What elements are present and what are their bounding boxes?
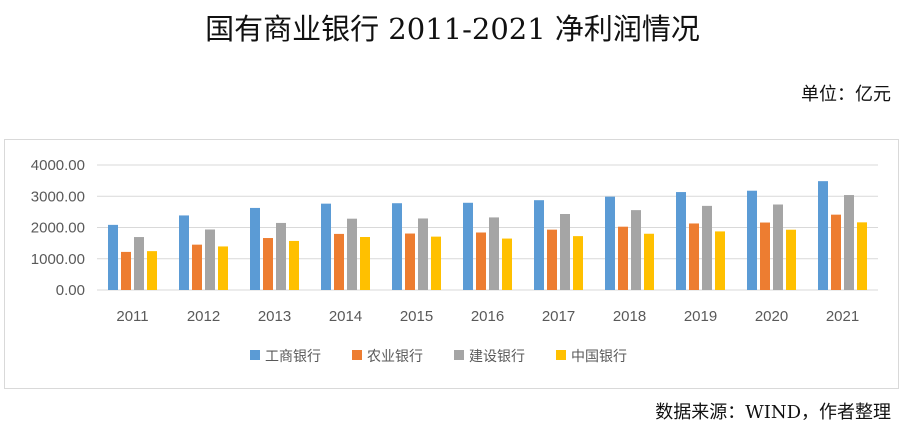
source-note: 数据来源：WIND，作者整理 xyxy=(655,402,891,423)
bar-2014-工商银行 xyxy=(321,203,331,290)
bar-2017-中国银行 xyxy=(573,236,583,290)
bar-2019-建设银行 xyxy=(702,205,712,290)
bar-2014-建设银行 xyxy=(347,218,357,290)
chart-frame xyxy=(4,139,899,389)
legend-label: 建设银行 xyxy=(469,349,525,365)
y-tick-label: 1000.00 xyxy=(31,251,85,268)
bar-2018-中国银行 xyxy=(644,233,654,290)
legend-label: 中国银行 xyxy=(571,349,627,365)
bar-2016-中国银行 xyxy=(502,238,512,290)
bar-2015-中国银行 xyxy=(431,236,441,290)
legend-swatch xyxy=(454,350,464,360)
x-tick-label: 2014 xyxy=(329,308,362,325)
bar-2019-农业银行 xyxy=(689,223,699,290)
y-tick-label: 2000.00 xyxy=(31,220,85,237)
y-tick-label: 3000.00 xyxy=(31,188,85,205)
x-tick-label: 2016 xyxy=(471,308,504,325)
bar-2016-建设银行 xyxy=(489,217,499,290)
bar-2021-农业银行 xyxy=(831,214,841,290)
bar-2018-建设银行 xyxy=(631,210,641,290)
legend-swatch xyxy=(352,350,362,360)
unit-label: 单位：亿元 xyxy=(801,84,891,105)
bar-2011-建设银行 xyxy=(134,237,144,290)
bar-2011-中国银行 xyxy=(147,251,157,290)
y-tick-label: 0.00 xyxy=(56,282,85,299)
bar-2017-工商银行 xyxy=(534,200,544,290)
bar-2016-工商银行 xyxy=(463,202,473,290)
bar-2017-农业银行 xyxy=(547,229,557,290)
bar-2018-农业银行 xyxy=(618,226,628,290)
bar-2020-建设银行 xyxy=(773,204,783,290)
legend-label: 农业银行 xyxy=(367,349,423,365)
bar-2015-建设银行 xyxy=(418,218,428,290)
bar-2013-工商银行 xyxy=(250,207,260,290)
bar-2021-工商银行 xyxy=(818,181,828,290)
bar-2012-农业银行 xyxy=(192,244,202,290)
bar-2013-农业银行 xyxy=(263,238,273,290)
bar-2019-中国银行 xyxy=(715,231,725,290)
bar-2020-中国银行 xyxy=(786,229,796,290)
legend-label: 工商银行 xyxy=(265,349,321,365)
x-tick-label: 2020 xyxy=(755,308,788,325)
x-tick-label: 2015 xyxy=(400,308,433,325)
bar-2011-工商银行 xyxy=(108,224,118,290)
x-tick-label: 2019 xyxy=(684,308,717,325)
x-tick-label: 2012 xyxy=(187,308,220,325)
y-tick-label: 4000.00 xyxy=(31,157,85,174)
bar-2012-中国银行 xyxy=(218,246,228,290)
bar-2015-工商银行 xyxy=(392,203,402,290)
bar-2015-农业银行 xyxy=(405,233,415,290)
bar-2012-建设银行 xyxy=(205,229,215,290)
bar-2018-工商银行 xyxy=(605,196,615,290)
legend-swatch xyxy=(250,350,260,360)
bar-2017-建设银行 xyxy=(560,214,570,290)
legend-swatch xyxy=(556,350,566,360)
bar-2020-农业银行 xyxy=(760,222,770,290)
bar-2013-建设银行 xyxy=(276,222,286,290)
bar-2016-农业银行 xyxy=(476,232,486,290)
x-tick-label: 2017 xyxy=(542,308,575,325)
x-tick-label: 2021 xyxy=(826,308,859,325)
bar-2012-工商银行 xyxy=(179,215,189,290)
bar-2021-中国银行 xyxy=(857,222,867,290)
bar-2011-农业银行 xyxy=(121,251,131,290)
bar-2014-中国银行 xyxy=(360,237,370,290)
bar-2014-农业银行 xyxy=(334,233,344,290)
bar-2020-工商银行 xyxy=(747,190,757,290)
bar-2021-建设银行 xyxy=(844,195,854,290)
x-tick-label: 2013 xyxy=(258,308,291,325)
x-tick-label: 2018 xyxy=(613,308,646,325)
bar-2013-中国银行 xyxy=(289,240,299,290)
bar-2019-工商银行 xyxy=(676,192,686,290)
x-tick-label: 2011 xyxy=(116,308,148,325)
chart-title: 国有商业银行 2011-2021 净利润情况 xyxy=(205,12,700,46)
